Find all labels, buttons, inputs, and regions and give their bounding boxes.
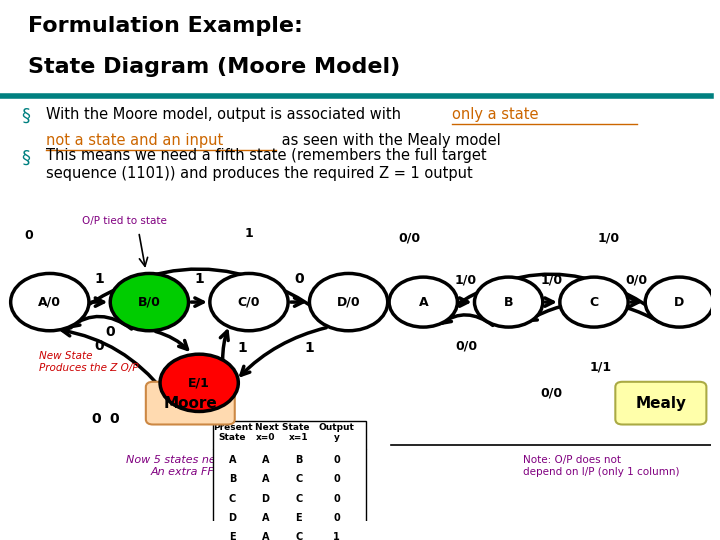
Text: A/0: A/0 [38,295,61,308]
Text: A: A [418,295,428,308]
Text: E: E [295,513,302,523]
Text: B: B [504,295,513,308]
Circle shape [11,273,89,330]
Text: 0/0: 0/0 [626,273,648,286]
Text: C: C [295,494,302,504]
Text: O/P tied to state: O/P tied to state [82,217,167,226]
Circle shape [210,273,288,330]
Circle shape [389,277,457,327]
Text: only a state: only a state [451,107,539,122]
Text: E: E [229,532,236,540]
FancyBboxPatch shape [146,382,235,424]
Text: 1: 1 [237,341,247,355]
Text: §: § [22,148,30,166]
Text: Moore: Moore [163,396,217,410]
Text: 0/0: 0/0 [455,340,477,353]
Circle shape [474,277,543,327]
Text: 0/0: 0/0 [398,232,420,245]
Text: State Diagram (Moore Model): State Diagram (Moore Model) [29,57,401,77]
Circle shape [110,273,189,330]
Text: Mealy: Mealy [635,396,686,410]
Text: C: C [295,532,302,540]
Text: Present
State: Present State [213,423,253,442]
Text: 0/0: 0/0 [540,387,562,400]
Text: 1: 1 [305,341,315,355]
Text: 0: 0 [105,325,115,339]
Text: This means we need a fifth state (remembers the full target
sequence (1101)) and: This means we need a fifth state (rememb… [46,148,487,181]
FancyBboxPatch shape [213,421,366,540]
Text: With the Moore model, output is associated with: With the Moore model, output is associat… [46,107,406,122]
Text: Note: O/P does not
depend on I/P (only 1 column): Note: O/P does not depend on I/P (only 1… [523,455,680,477]
Text: B: B [295,455,302,465]
Text: 0: 0 [294,273,304,286]
Text: B/0: B/0 [138,295,161,308]
Text: 0: 0 [95,339,104,353]
Text: 1: 1 [194,273,204,286]
Text: D/0: D/0 [337,295,361,308]
Text: 0: 0 [333,455,340,465]
Text: E/1: E/1 [188,376,210,389]
Text: 1: 1 [245,227,253,240]
Text: A: A [261,532,269,540]
Text: 1/0: 1/0 [597,232,619,245]
Text: C: C [295,475,302,484]
Text: 0: 0 [91,412,101,426]
Text: y: y [333,433,339,442]
Text: 0: 0 [194,386,204,400]
Text: New State
Produces the Z O/P: New State Produces the Z O/P [39,351,139,373]
Text: 1/0: 1/0 [540,273,562,286]
Text: A: A [229,455,236,465]
Text: A: A [261,475,269,484]
Text: Output: Output [318,423,354,432]
Text: C/0: C/0 [238,295,260,308]
Text: as seen with the Mealy model: as seen with the Mealy model [277,133,501,148]
Text: 1/1: 1/1 [590,361,612,374]
Text: 0: 0 [333,494,340,504]
Text: 0: 0 [333,513,340,523]
Text: x=0: x=0 [256,433,275,442]
Text: D: D [674,295,685,308]
Text: Formulation Example:: Formulation Example: [29,16,303,36]
Circle shape [645,277,714,327]
Text: 0: 0 [109,412,119,426]
Text: D: D [261,494,269,504]
Text: A: A [261,455,269,465]
Text: 0: 0 [333,475,340,484]
Circle shape [560,277,628,327]
Circle shape [160,354,238,411]
Text: B: B [229,475,236,484]
Text: 1: 1 [95,273,104,286]
FancyBboxPatch shape [616,382,706,424]
Text: not a state and an input: not a state and an input [46,133,223,148]
Text: 0: 0 [24,229,33,242]
Text: A: A [261,513,269,523]
Text: D: D [229,513,237,523]
Text: x=1: x=1 [289,433,309,442]
Circle shape [310,273,387,330]
Text: C: C [229,494,236,504]
Text: §: § [22,107,30,125]
Text: 1: 1 [333,532,340,540]
Text: C: C [590,295,598,308]
Text: 1/0: 1/0 [455,273,477,286]
Text: Next State: Next State [255,423,310,432]
Text: Now 5 states needed
An extra FF!: Now 5 states needed An extra FF! [126,455,244,477]
